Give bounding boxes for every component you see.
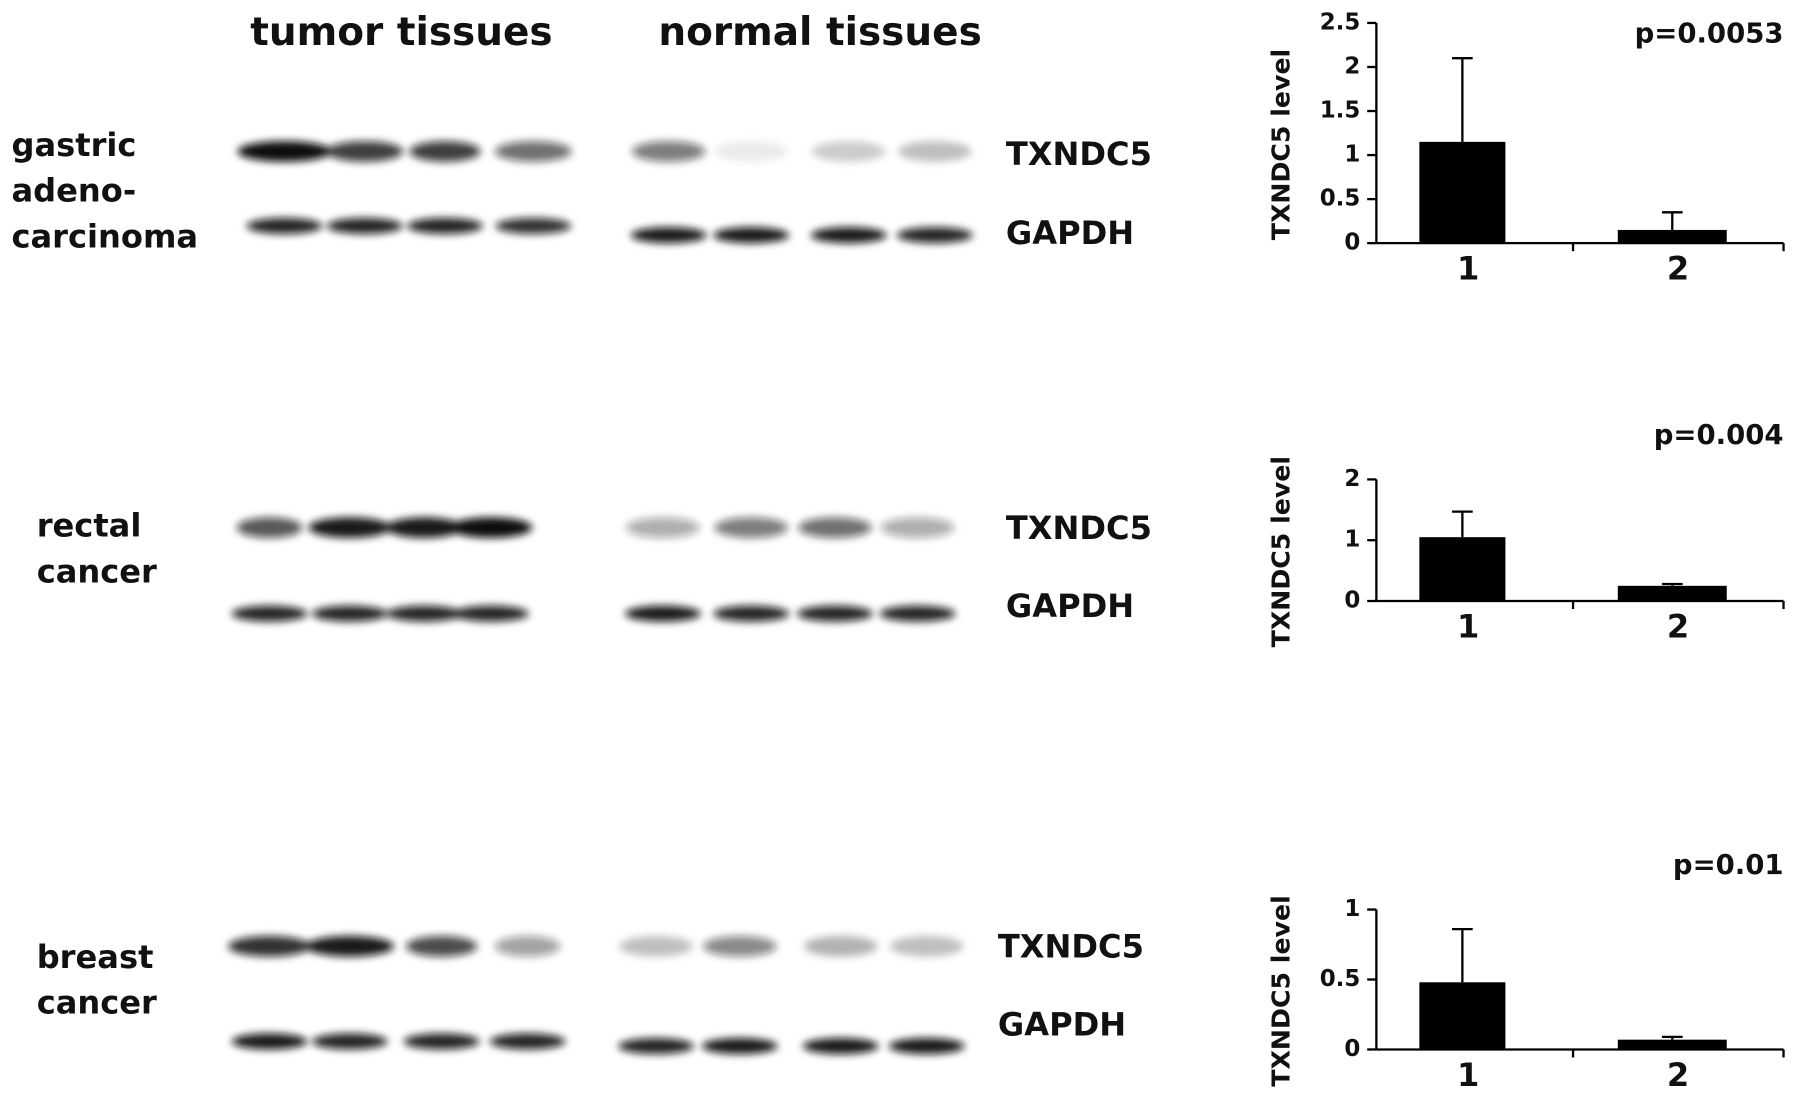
x-tick-label: 1 bbox=[1457, 250, 1479, 288]
y-tick-label: 0.5 bbox=[1320, 966, 1361, 992]
band bbox=[311, 1033, 388, 1050]
band bbox=[385, 517, 463, 538]
band bbox=[812, 141, 886, 162]
band bbox=[890, 935, 964, 957]
y-tick-label: 0.5 bbox=[1320, 186, 1361, 212]
band bbox=[618, 1038, 694, 1055]
x-tick-label: 1 bbox=[1457, 608, 1479, 646]
band bbox=[714, 517, 788, 538]
band bbox=[494, 141, 572, 162]
band bbox=[798, 517, 872, 538]
band bbox=[879, 605, 956, 622]
band bbox=[703, 935, 777, 957]
band bbox=[701, 1038, 778, 1055]
y-tick-label: 1 bbox=[1344, 527, 1360, 553]
band bbox=[453, 605, 529, 622]
band bbox=[406, 935, 478, 957]
blot bbox=[237, 141, 973, 244]
header: tumor tissues bbox=[250, 10, 552, 55]
row-label: cancer bbox=[37, 552, 157, 590]
band-label: TXNDC5 bbox=[998, 928, 1144, 966]
band bbox=[797, 605, 873, 622]
band bbox=[625, 605, 701, 622]
band bbox=[449, 517, 533, 538]
row-label: adeno- bbox=[11, 172, 136, 210]
p-value: p=0.004 bbox=[1654, 419, 1784, 451]
blot bbox=[228, 935, 965, 1055]
band-label: TXNDC5 bbox=[1006, 135, 1152, 173]
y-tick-label: 0 bbox=[1344, 588, 1360, 614]
band bbox=[236, 517, 303, 538]
band bbox=[231, 1033, 308, 1050]
x-tick-label: 2 bbox=[1667, 608, 1689, 646]
bar bbox=[1419, 141, 1506, 244]
band bbox=[308, 517, 392, 538]
bar bbox=[1419, 537, 1506, 602]
band bbox=[619, 935, 693, 957]
y-axis-label: TXNDC5 level bbox=[1266, 456, 1295, 647]
y-axis-label: TXNDC5 level bbox=[1266, 49, 1295, 240]
band bbox=[311, 605, 388, 622]
band bbox=[898, 141, 972, 162]
band bbox=[631, 141, 706, 162]
band bbox=[810, 227, 887, 244]
band bbox=[305, 935, 394, 957]
band-label: GAPDH bbox=[1006, 214, 1134, 252]
band bbox=[804, 935, 878, 957]
band bbox=[494, 935, 561, 957]
band bbox=[880, 517, 955, 538]
band bbox=[326, 217, 403, 234]
band bbox=[237, 141, 332, 162]
y-tick-label: 0 bbox=[1344, 1036, 1360, 1062]
band bbox=[409, 141, 481, 162]
band bbox=[326, 141, 404, 162]
band-label: TXNDC5 bbox=[1006, 509, 1152, 547]
bar bbox=[1419, 982, 1506, 1050]
x-tick-label: 1 bbox=[1457, 1056, 1479, 1094]
y-tick-label: 1 bbox=[1344, 896, 1360, 922]
p-value: p=0.0053 bbox=[1635, 17, 1784, 49]
header: normal tissues bbox=[658, 10, 981, 55]
p-value: p=0.01 bbox=[1673, 849, 1784, 881]
row-label: gastric bbox=[11, 126, 136, 164]
y-tick-label: 2 bbox=[1344, 466, 1360, 492]
band-label: GAPDH bbox=[1006, 587, 1134, 625]
y-tick-label: 1.5 bbox=[1320, 98, 1361, 124]
band bbox=[403, 1033, 480, 1050]
bar bbox=[1617, 1039, 1727, 1050]
band bbox=[888, 1038, 965, 1055]
band bbox=[630, 227, 707, 244]
row-label: carcinoma bbox=[11, 218, 198, 256]
band bbox=[489, 1033, 566, 1050]
row-label: cancer bbox=[37, 984, 157, 1022]
x-tick-label: 2 bbox=[1667, 250, 1689, 288]
blot bbox=[231, 517, 956, 622]
y-axis-label: TXNDC5 level bbox=[1266, 895, 1295, 1086]
y-tick-label: 0 bbox=[1344, 230, 1360, 256]
band bbox=[626, 517, 700, 538]
band bbox=[896, 227, 973, 244]
y-tick-label: 1 bbox=[1344, 142, 1360, 168]
band bbox=[386, 605, 463, 622]
band bbox=[713, 605, 790, 622]
band bbox=[802, 1038, 879, 1055]
y-tick-label: 2 bbox=[1344, 53, 1360, 79]
band bbox=[714, 141, 788, 162]
band bbox=[407, 217, 483, 234]
bar bbox=[1617, 229, 1727, 244]
band-label: GAPDH bbox=[998, 1006, 1126, 1044]
y-tick-label: 2.5 bbox=[1320, 9, 1361, 35]
band bbox=[713, 227, 790, 244]
bar bbox=[1617, 585, 1727, 602]
band bbox=[228, 935, 311, 957]
x-tick-label: 2 bbox=[1667, 1056, 1689, 1094]
band bbox=[495, 217, 572, 234]
band bbox=[231, 605, 308, 622]
row-label: rectal bbox=[37, 507, 142, 545]
band bbox=[246, 217, 323, 234]
row-label: breast bbox=[37, 938, 154, 976]
